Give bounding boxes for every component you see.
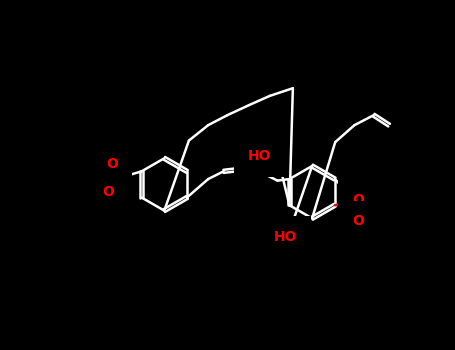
Text: O: O bbox=[352, 215, 364, 229]
Text: O: O bbox=[102, 185, 114, 199]
Text: O: O bbox=[352, 193, 364, 207]
Text: O: O bbox=[106, 157, 118, 171]
Text: HO: HO bbox=[248, 149, 271, 163]
Text: HO: HO bbox=[273, 230, 297, 244]
